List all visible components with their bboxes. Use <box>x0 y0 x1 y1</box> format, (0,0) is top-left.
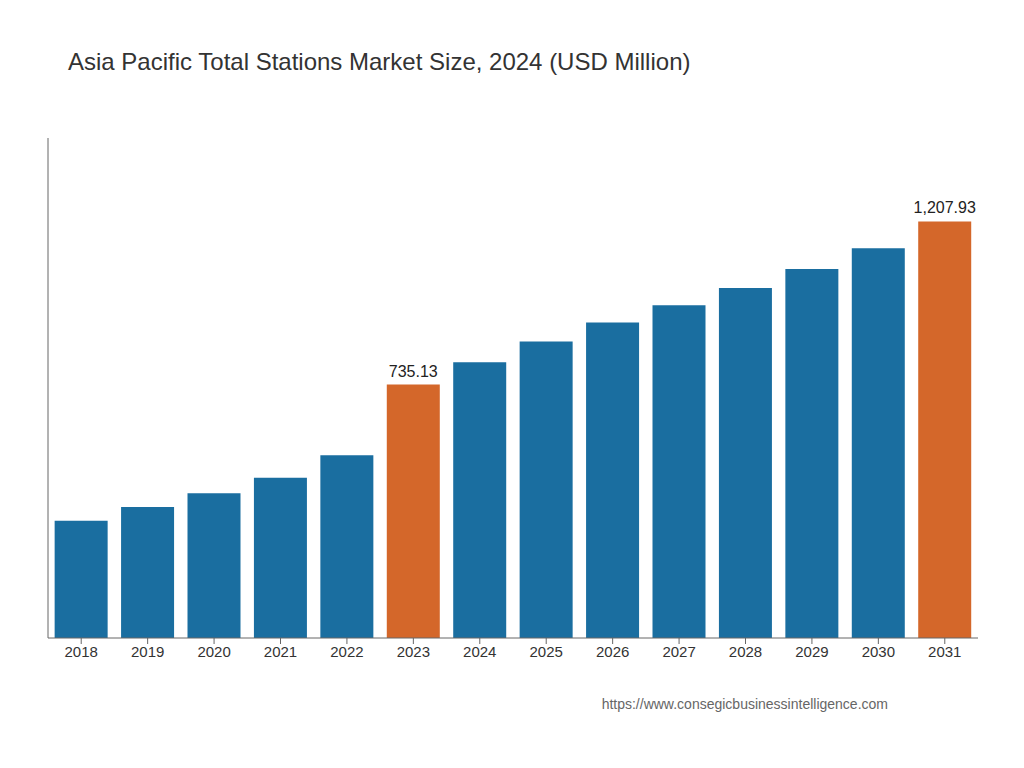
svg-text:2027: 2027 <box>662 643 695 660</box>
svg-text:2031: 2031 <box>928 643 961 660</box>
svg-text:2021: 2021 <box>264 643 297 660</box>
html-text:Asia Pacific Total Stations Ma: Asia Pacific Total Stations Market Size,… <box>68 48 691 75</box>
svg-text:2029: 2029 <box>795 643 828 660</box>
svg-text:2024: 2024 <box>463 643 496 660</box>
svg-text:2028: 2028 <box>729 643 762 660</box>
svg-text:2020: 2020 <box>197 643 230 660</box>
svg-text:2019: 2019 <box>131 643 164 660</box>
svg-text:1,207.93: 1,207.93 <box>914 199 976 216</box>
svg-text:2018: 2018 <box>65 643 98 660</box>
html-text:https://www.consegicbusinessin: https://www.consegicbusinessintelligence… <box>601 696 888 712</box>
svg-text:2022: 2022 <box>330 643 363 660</box>
svg-text:2030: 2030 <box>862 643 895 660</box>
svg-text:2026: 2026 <box>596 643 629 660</box>
svg-text:2023: 2023 <box>397 643 430 660</box>
svg-text:2025: 2025 <box>530 643 563 660</box>
svg-text:735.13: 735.13 <box>389 363 438 380</box>
